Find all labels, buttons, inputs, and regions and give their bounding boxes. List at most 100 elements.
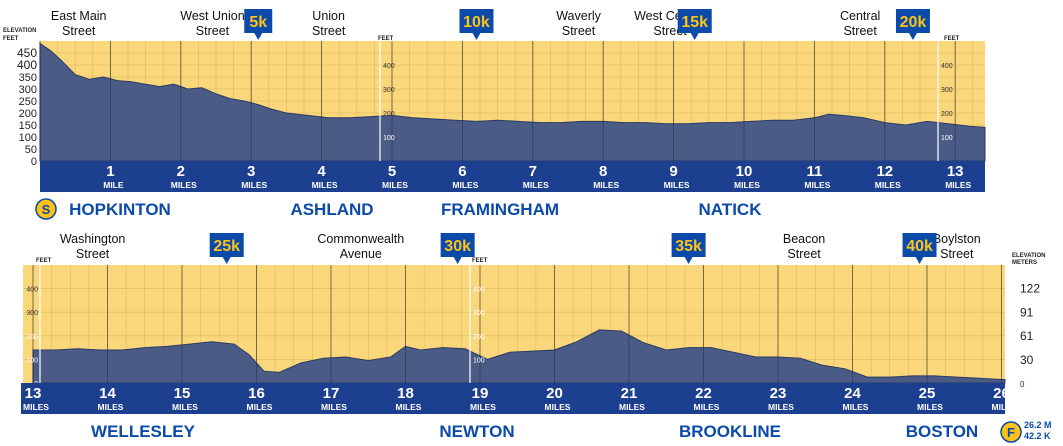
y-tick-label: 200 bbox=[19, 108, 37, 120]
town-label: FRAMINGHAM bbox=[441, 200, 559, 219]
finish-distance-km: 42.2 K bbox=[1024, 431, 1051, 441]
mile-tick-number: 11 bbox=[806, 163, 822, 180]
y-tick-label: 400 bbox=[17, 58, 37, 72]
finish-badge bbox=[1000, 421, 1022, 443]
town-label: WELLESLEY bbox=[91, 422, 196, 441]
mile-tick-unit: MILES bbox=[694, 402, 720, 412]
feet-axis-label: FEET bbox=[378, 36, 394, 42]
km-marker-label: 30k bbox=[444, 238, 471, 255]
y-tick-label: 50 bbox=[25, 144, 37, 156]
street-label-line2: Avenue bbox=[340, 247, 382, 261]
mile-tick-unit: MILES bbox=[172, 402, 198, 412]
mid-axis-tick-label: 200 bbox=[383, 111, 395, 118]
right-axis-label: METERS bbox=[1012, 260, 1037, 266]
mile-tick-number: 4 bbox=[317, 163, 326, 180]
mid-axis-tick-label: 100 bbox=[941, 135, 953, 142]
right-axis-tick-label: 0 bbox=[1020, 380, 1025, 389]
right-axis-tick-label: 30 bbox=[1020, 353, 1034, 367]
mid-axis-tick-label: 400 bbox=[473, 287, 485, 294]
mile-tick-number: 9 bbox=[669, 163, 677, 180]
mile-tick-number: 13 bbox=[947, 163, 964, 180]
mile-tick-unit: MILES bbox=[843, 402, 869, 412]
mid-axis-tick-label: 400 bbox=[383, 63, 395, 70]
mile-tick-unit: MILES bbox=[945, 180, 971, 190]
street-label-line2: Street bbox=[196, 24, 230, 38]
km-marker-badge bbox=[902, 233, 937, 264]
mile-tick-unit: MILES bbox=[312, 180, 338, 190]
finish-badge-letter: F bbox=[1007, 425, 1015, 440]
mid-axis-tick-label: 400 bbox=[941, 63, 953, 70]
km-marker: 35k bbox=[671, 233, 706, 264]
mile-tick-unit: MILES bbox=[396, 402, 422, 412]
mile-tick-unit: MILES bbox=[247, 402, 273, 412]
mile-tick-number: 21 bbox=[621, 385, 638, 402]
town-label: BOSTON bbox=[906, 422, 978, 441]
street-label-line2: Street bbox=[312, 24, 346, 38]
mile-tick-number: 2 bbox=[177, 163, 185, 180]
km-marker: 25k bbox=[209, 233, 244, 264]
mile-band bbox=[40, 161, 985, 192]
mile-tick-unit: MILES bbox=[382, 180, 408, 190]
terrain-area bbox=[39, 42, 986, 162]
mile-tick-number: 23 bbox=[770, 385, 787, 402]
mile-tick-number: 26 bbox=[993, 385, 1010, 402]
mid-axis-tick-label: 300 bbox=[383, 87, 395, 94]
mile-tick-number: 10 bbox=[736, 163, 753, 180]
mid-axis-tick-label: 200 bbox=[473, 334, 485, 341]
feet-axis-label: FEET bbox=[472, 258, 488, 264]
mile-tick-number: 8 bbox=[599, 163, 607, 180]
km-marker: 20k bbox=[895, 9, 930, 40]
feet-axis-label: FEET bbox=[36, 258, 52, 264]
km-marker-badge bbox=[895, 9, 930, 40]
street-label-line2: Street bbox=[76, 247, 110, 261]
mile-tick-number: 12 bbox=[876, 163, 893, 180]
km-marker-badge bbox=[671, 233, 706, 264]
street-label-line2: Street bbox=[562, 24, 596, 38]
mile-tick-number: 25 bbox=[919, 385, 936, 402]
km-marker-badge bbox=[209, 233, 244, 264]
elevation-panel-2: 100 200 300 400 0 100 200 300 400 FEET FEET ELEVATI… bbox=[21, 232, 1052, 443]
y-tick-label: 450 bbox=[17, 46, 37, 60]
y-tick-label: 400 bbox=[26, 287, 38, 294]
mile-tick-unit: MILES bbox=[171, 180, 197, 190]
street-label-line2: Street bbox=[940, 247, 974, 261]
street-label-line1: Washington bbox=[60, 232, 126, 246]
mile-tick-number: 13 bbox=[25, 385, 42, 402]
km-marker: 40k bbox=[902, 233, 937, 264]
mile-tick-number: 17 bbox=[323, 385, 340, 402]
mile-tick-unit: MILES bbox=[768, 402, 794, 412]
mile-tick-number: 16 bbox=[248, 385, 265, 402]
km-marker-label: 35k bbox=[675, 238, 702, 255]
mile-tick-unit: MILES bbox=[619, 402, 645, 412]
mile-tick-unit: MILES bbox=[734, 180, 760, 190]
street-label-line1: Union bbox=[312, 9, 345, 23]
mile-tick-number: 22 bbox=[695, 385, 712, 402]
km-marker-label: 40k bbox=[906, 238, 933, 255]
mile-tick-unit: MILES bbox=[452, 180, 478, 190]
start-badge bbox=[35, 198, 57, 220]
y-tick-label: 200 bbox=[26, 334, 38, 341]
mid-axis-tick-label: 100 bbox=[473, 357, 485, 364]
mile-tick-number: 1 bbox=[106, 163, 114, 180]
y-tick-label: 100 bbox=[26, 357, 38, 364]
mile-tick-unit: MILE bbox=[103, 180, 124, 190]
mile-tick-unit: MILES bbox=[241, 180, 267, 190]
street-label-line1: Central bbox=[840, 9, 880, 23]
km-marker-label: 15k bbox=[681, 14, 708, 31]
mile-tick-number: 6 bbox=[458, 163, 466, 180]
town-label: NATICK bbox=[699, 200, 763, 219]
street-label-line2: Street bbox=[787, 247, 821, 261]
mile-tick-unit: MILES bbox=[875, 180, 901, 190]
feet-axis-label: FEET bbox=[3, 36, 19, 42]
km-marker-badge bbox=[459, 9, 494, 40]
right-axis-label: ELEVATION bbox=[1012, 253, 1045, 259]
mile-tick-unit: MILES bbox=[523, 180, 549, 190]
mile-tick-number: 14 bbox=[99, 385, 116, 402]
mid-axis-tick-label: 300 bbox=[473, 310, 485, 317]
mile-tick-unit: MILES bbox=[992, 402, 1018, 412]
finish-distance-miles: 26.2 M bbox=[1024, 420, 1052, 430]
right-axis-tick-label: 91 bbox=[1020, 305, 1034, 319]
town-label: ASHLAND bbox=[290, 200, 373, 219]
mile-band bbox=[21, 383, 1005, 414]
mile-tick-number: 5 bbox=[388, 163, 396, 180]
